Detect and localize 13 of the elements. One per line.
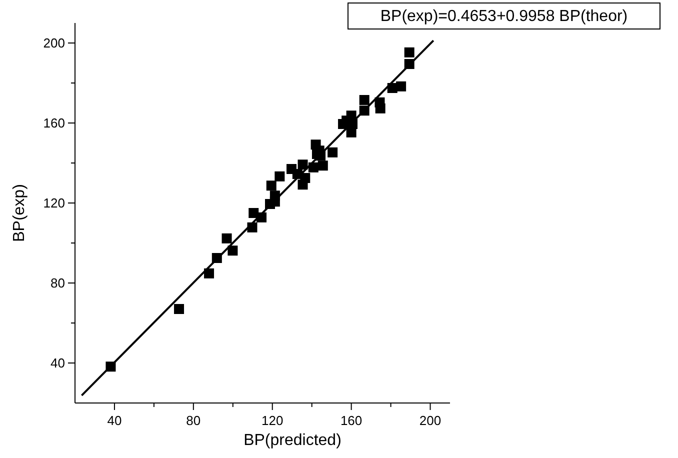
x-axis-title: BP(predicted) <box>244 432 342 449</box>
y-axis-title: BP(exp) <box>11 184 28 242</box>
x-tick-label: 160 <box>340 413 362 428</box>
x-tick-label: 120 <box>262 413 284 428</box>
annotation: BP(exp)=0.4653+0.9958 BP(theor) <box>380 8 628 25</box>
y-tick-label: 160 <box>43 116 65 130</box>
x-tick-label: 200 <box>419 413 442 428</box>
y-tick-label: 200 <box>43 36 65 50</box>
y-tick-label: 80 <box>50 276 65 290</box>
y-tick-label: 120 <box>43 196 65 210</box>
x-tick-label: 40 <box>107 413 122 428</box>
x-tick-label: 80 <box>186 413 201 428</box>
y-tick-label: 40 <box>50 356 65 370</box>
